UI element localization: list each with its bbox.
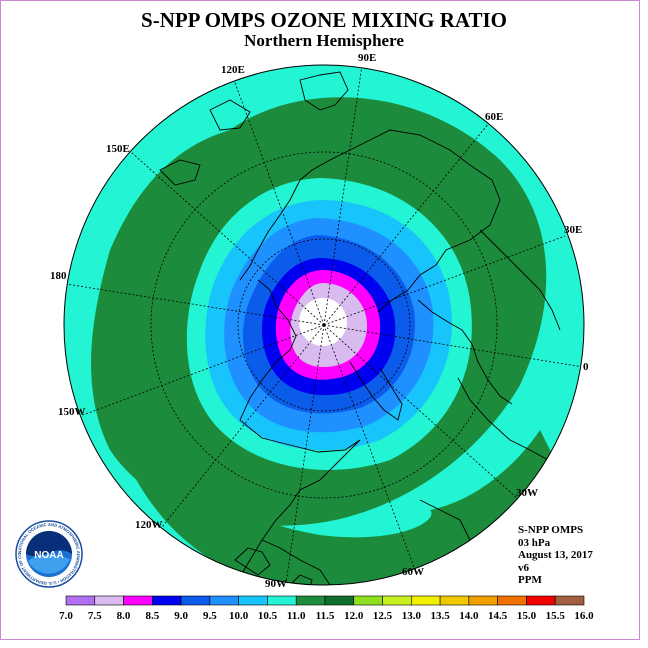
colorbar-label: 9.0 <box>174 610 188 622</box>
info-product: S-NPP OMPS <box>518 524 584 536</box>
colorbar-label: 8.5 <box>145 610 159 622</box>
lon-label-120e: 120E <box>221 64 245 76</box>
lon-label-0: 0 <box>583 361 589 373</box>
colorbar-swatch <box>65 595 96 606</box>
lon-label-60w: 60W <box>402 566 424 578</box>
colorbar-swatch <box>180 595 211 606</box>
plot-frame <box>0 0 640 640</box>
colorbar-labels: 7.0 7.5 8.0 8.5 9.0 9.5 10.0 10.5 11.0 11.5 12.0 12… <box>59 610 594 622</box>
lon-label-90w: 90W <box>265 578 287 590</box>
colorbar-label: 8.0 <box>117 610 131 622</box>
graticule <box>65 65 584 584</box>
map-title: S-NPP OMPS OZONE MIXING RATIO <box>141 8 507 32</box>
lon-label-150e: 150E <box>106 143 130 155</box>
colorbar-swatch <box>209 595 239 606</box>
colorbar-label: 13.5 <box>430 610 450 622</box>
colorbar-label: 14.5 <box>488 610 508 622</box>
colorbar-swatch <box>152 595 182 606</box>
lon-label-150w: 150W <box>58 406 86 418</box>
colorbar-label: 16.0 <box>574 610 594 622</box>
logo-text: NOAA <box>34 550 63 561</box>
colorbar-label: 12.0 <box>344 610 364 622</box>
info-version: v6 <box>518 561 529 574</box>
colorbar-swatch <box>497 595 527 606</box>
longitude-labels: 90E 60E 30E 0 30W 60W 90W 120W 150W 180 … <box>50 52 589 590</box>
lon-label-60e: 60E <box>485 111 503 123</box>
lon-label-30e: 30E <box>564 224 582 236</box>
colorbar-label: 13.0 <box>402 610 422 622</box>
info-date: August 13, 2017 <box>518 549 593 561</box>
colorbar-swatch <box>468 595 498 606</box>
colorbar-label: 12.5 <box>373 610 393 622</box>
lon-label-120w: 120W <box>135 519 163 531</box>
colorbar-swatch <box>324 595 355 606</box>
colorbar-label: 11.5 <box>316 610 335 622</box>
colorbar-swatch <box>353 595 383 606</box>
lon-label-180: 180 <box>50 270 67 282</box>
colorbar-label: 15.5 <box>546 610 566 622</box>
colorbar-swatches <box>65 595 585 606</box>
globe-boundary <box>63 64 585 586</box>
colorbar-swatch <box>295 595 326 606</box>
colorbar: 7.0 7.5 8.0 8.5 9.0 9.5 10.0 10.5 11.0 11.5 12.0 12… <box>59 595 594 622</box>
colorbar-label: 15.0 <box>517 610 537 622</box>
product-info: S-NPP OMPS 03 hPa August 13, 2017 v6 PPM <box>518 524 593 587</box>
colorbar-swatch <box>267 595 297 606</box>
lon-label-30w: 30W <box>516 487 538 499</box>
lon-label-90e: 90E <box>358 52 376 64</box>
info-units: PPM <box>518 574 542 586</box>
colorbar-label: 14.0 <box>459 610 479 622</box>
colorbar-label: 11.0 <box>287 610 306 622</box>
colorbar-swatch <box>526 595 556 606</box>
colorbar-label: 10.5 <box>258 610 278 622</box>
colorbar-label: 7.0 <box>59 610 73 622</box>
colorbar-swatch <box>94 595 124 606</box>
info-level: 03 hPa <box>518 536 551 549</box>
noaa-logo: NATIONAL OCEANIC AND ATMOSPHERIC ADMINIS… <box>14 519 83 588</box>
colorbar-swatch <box>238 595 268 606</box>
colorbar-swatch <box>123 595 153 606</box>
colorbar-label: 7.5 <box>88 610 102 622</box>
coastlines <box>159 71 561 585</box>
colorbar-label: 9.5 <box>203 610 217 622</box>
colorbar-swatch <box>411 595 441 606</box>
colorbar-swatch <box>382 595 412 606</box>
polar-data-gap <box>299 298 347 346</box>
contour-band-11-5-southern-arm <box>110 420 560 585</box>
colorbar-swatch <box>554 595 585 606</box>
map-subtitle: Northern Hemisphere <box>244 31 404 50</box>
colorbar-label: 10.0 <box>229 610 249 622</box>
colorbar-swatch <box>439 595 470 606</box>
